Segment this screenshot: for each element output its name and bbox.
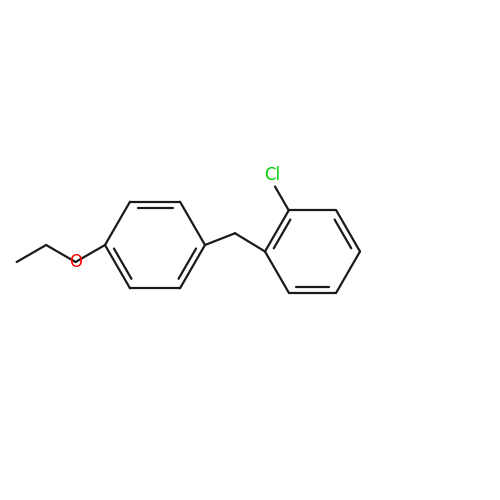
Text: Cl: Cl [264, 166, 280, 184]
Text: O: O [69, 253, 82, 271]
